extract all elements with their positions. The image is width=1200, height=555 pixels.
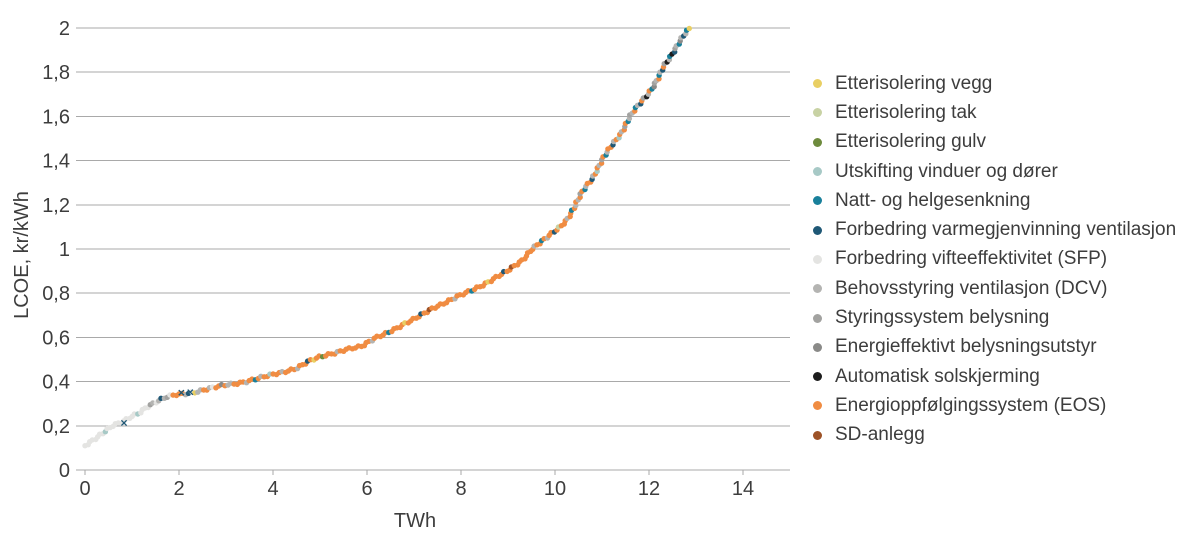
legend-item: Behovsstyring ventilasjon (DCV): [808, 274, 1176, 303]
x-tick-label: 0: [79, 478, 90, 500]
x-axis-title: TWh: [394, 510, 436, 532]
legend-item: Utskifting vinduer og dører: [808, 157, 1176, 186]
legend-dot-icon: [813, 430, 822, 440]
y-tick-label: 0,6: [42, 327, 70, 349]
y-tick-label: 1: [59, 239, 70, 261]
y-tick-label: 1,2: [42, 195, 70, 217]
chart-legend: Etterisolering vegg Etterisolering tak Ett…: [808, 69, 1176, 450]
legend-dot-icon: [813, 225, 822, 235]
cross-markers: [120, 389, 194, 426]
legend-item: Etterisolering gulv: [808, 128, 1176, 157]
scatter-points: [82, 25, 692, 449]
legend-item: Energieffektivt belysningsutstyr: [808, 333, 1176, 362]
legend-item: Forbedring varmegjenvinning ventilasjon: [808, 215, 1176, 244]
gridlines: [76, 27, 790, 427]
legend-dot-icon: [813, 167, 822, 177]
legend-item: Natt- og helgesenkning: [808, 186, 1176, 215]
tick-labels: 0 0,2 0,4 0,6 0,8 1 1,2 1,4 1,6 1,8 2 0 2 4 6 8 10 12 14: [42, 18, 754, 500]
legend-label: Energioppfølgingssystem (EOS): [835, 394, 1107, 416]
x-tick-label: 12: [638, 478, 660, 500]
legend-label: Etterisolering gulv: [835, 131, 987, 153]
legend-label: Utskifting vinduer og dører: [835, 160, 1058, 182]
legend-label: Automatisk solskjerming: [835, 365, 1040, 387]
legend-dot-icon: [813, 401, 822, 411]
y-tick-label: 1,6: [42, 106, 70, 128]
x-tick-label: 8: [455, 478, 466, 500]
legend-label: Styringssystem belysning: [835, 307, 1050, 329]
x-tick-label: 6: [361, 478, 372, 500]
legend-item: Styringssystem belysning: [808, 303, 1176, 332]
x-tick-label: 2: [173, 478, 184, 500]
x-tick-label: 4: [267, 478, 278, 500]
data-point: [686, 25, 692, 32]
legend-item: Automatisk solskjerming: [808, 362, 1176, 391]
legend-item: Etterisolering vegg: [808, 69, 1176, 98]
y-axis-title: LCOE, kr/kWh: [11, 191, 33, 319]
y-tick-label: 0,8: [42, 283, 70, 305]
cross-marker: [187, 389, 194, 396]
legend-dot-icon: [813, 254, 822, 264]
legend-item: Energioppfølgingssystem (EOS): [808, 391, 1176, 420]
legend-dot-icon: [813, 372, 822, 382]
legend-label: Behovsstyring ventilasjon (DCV): [835, 277, 1108, 299]
cross-marker: [120, 419, 128, 426]
legend-dot-icon: [813, 108, 822, 118]
legend-label: Forbedring varmegjenvinning ventilasjon: [835, 219, 1177, 241]
legend-item: SD-anlegg: [808, 421, 1176, 450]
legend-item: Etterisolering tak: [808, 98, 1176, 127]
legend-dot-icon: [813, 342, 822, 352]
x-tick-label: 14: [732, 478, 754, 500]
y-tick-label: 0,2: [42, 416, 70, 438]
legend-dot-icon: [813, 137, 822, 147]
legend-dot-icon: [813, 79, 822, 89]
legend-dot-icon: [813, 196, 822, 206]
legend-label: Energieffektivt belysningsutstyr: [835, 336, 1097, 358]
legend-label: Etterisolering vegg: [835, 72, 993, 94]
legend-label: Forbedring vifteeffektivitet (SFP): [835, 248, 1108, 270]
y-tick-label: 1,4: [42, 151, 70, 173]
legend-label: Natt- og helgesenkning: [835, 189, 1031, 211]
cross-marker: [178, 389, 185, 396]
y-tick-label: 2: [59, 18, 70, 40]
legend-label: SD-anlegg: [835, 424, 925, 446]
legend-dot-icon: [813, 313, 822, 323]
legend-dot-icon: [813, 284, 822, 294]
y-tick-label: 1,8: [42, 62, 70, 84]
y-tick-label: 0: [59, 460, 70, 482]
legend-item: Forbedring vifteeffektivitet (SFP): [808, 245, 1176, 274]
legend-label: Etterisolering tak: [835, 101, 977, 123]
axes: [76, 469, 790, 475]
y-tick-label: 0,4: [42, 372, 70, 394]
x-tick-label: 10: [544, 478, 566, 500]
